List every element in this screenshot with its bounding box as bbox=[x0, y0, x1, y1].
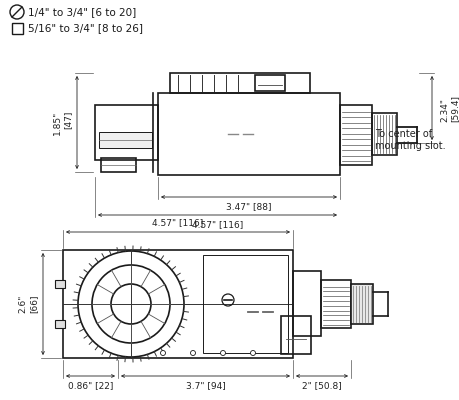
Text: 2.6"
[66]: 2.6" [66] bbox=[19, 295, 38, 313]
Text: To center of
mounting slot.: To center of mounting slot. bbox=[375, 129, 446, 151]
Text: 1/4" to 3/4" [6 to 20]: 1/4" to 3/4" [6 to 20] bbox=[28, 7, 136, 17]
Bar bbox=[372, 113, 397, 155]
Bar bbox=[63, 250, 293, 358]
Bar bbox=[101, 158, 136, 172]
Bar bbox=[55, 320, 65, 328]
Text: 2.34"
[59.4]: 2.34" [59.4] bbox=[440, 94, 459, 122]
Bar bbox=[321, 280, 351, 328]
Bar bbox=[170, 73, 310, 93]
Text: 1.85"
[47]: 1.85" [47] bbox=[53, 110, 72, 135]
Text: 2" [50.8]: 2" [50.8] bbox=[302, 381, 342, 390]
Text: 0.86" [22]: 0.86" [22] bbox=[68, 381, 113, 390]
Bar bbox=[95, 105, 158, 160]
Bar bbox=[99, 132, 152, 148]
Bar bbox=[351, 284, 373, 324]
Bar bbox=[340, 105, 372, 165]
Bar bbox=[203, 255, 288, 353]
Bar bbox=[12, 23, 23, 34]
Circle shape bbox=[161, 350, 166, 356]
Bar bbox=[55, 280, 65, 288]
Text: 4.57" [116]: 4.57" [116] bbox=[152, 218, 204, 227]
Bar bbox=[281, 316, 311, 354]
Bar bbox=[255, 75, 285, 91]
Bar bbox=[158, 93, 340, 175]
Circle shape bbox=[190, 350, 196, 356]
Text: 4.57" [116]: 4.57" [116] bbox=[192, 220, 243, 229]
Circle shape bbox=[251, 350, 256, 356]
Text: 5/16" to 3/4" [8 to 26]: 5/16" to 3/4" [8 to 26] bbox=[28, 23, 143, 33]
Text: 3.7" [94]: 3.7" [94] bbox=[185, 381, 225, 390]
Bar bbox=[293, 271, 321, 336]
Circle shape bbox=[220, 350, 225, 356]
Text: 3.47" [88]: 3.47" [88] bbox=[226, 202, 272, 211]
